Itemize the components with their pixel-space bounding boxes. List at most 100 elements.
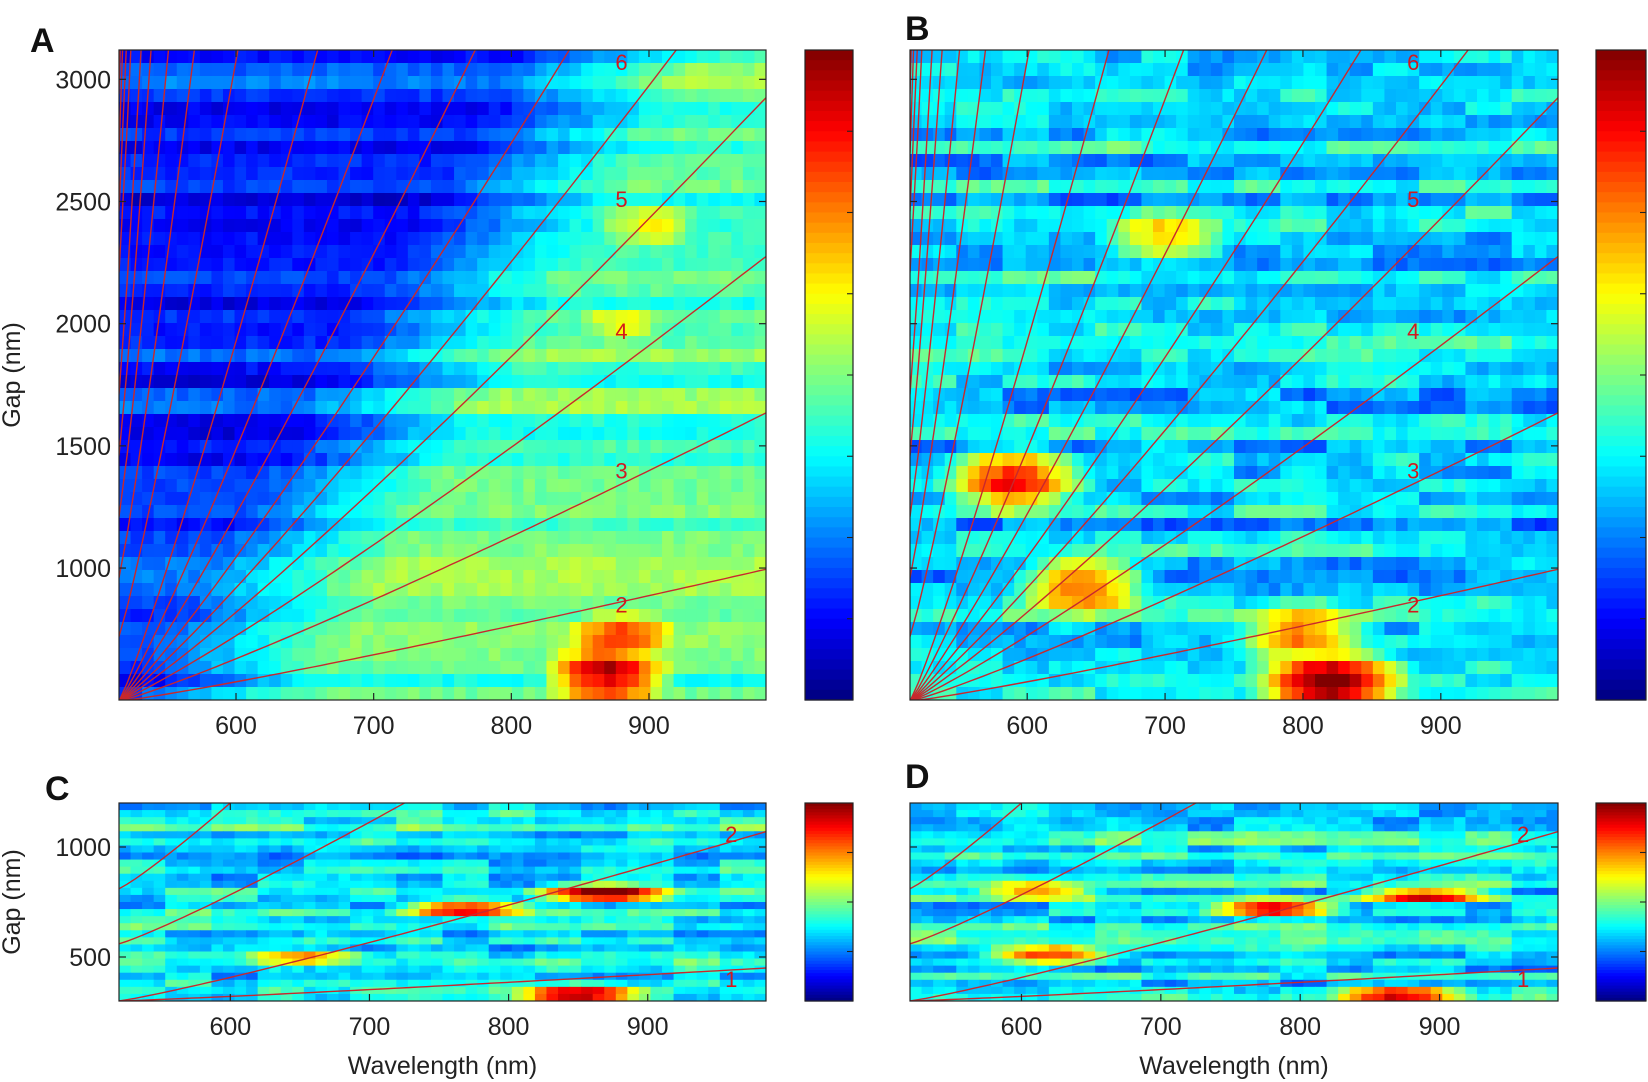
colorbar-segment [805,923,853,928]
colorbar-segment [1596,932,1646,937]
colorbar-segment [1596,466,1646,478]
colorbar-segment [1596,846,1646,850]
colorbar-segment [805,334,853,346]
colorbar-segment [1596,507,1646,518]
colorbar-segment [1596,963,1646,968]
colorbar-segment [805,976,853,980]
mode-label: 5 [615,187,627,212]
mode-label: 1 [1517,967,1529,992]
x-tick-label: 800 [1282,712,1324,740]
colorbar-segment [805,827,853,832]
colorbar-segment [1596,843,1646,847]
mode-label: 3 [615,458,627,483]
colorbar-segment [1596,908,1646,912]
colorbar-segment [1596,679,1646,691]
colorbar-segment [805,639,853,650]
colorbar-segment [805,344,853,356]
colorbar-segment [805,852,853,857]
colorbar-segment [805,263,853,275]
colorbar-segment [1596,639,1646,650]
mode-curve [910,803,1023,890]
colorbar-segment [1596,905,1646,909]
colorbar-segment [805,578,853,589]
colorbar-segment [1596,649,1646,660]
colorbar-segment [805,951,853,956]
colorbar-segment [805,855,853,860]
colorbar-segment [1596,182,1646,193]
colorbar-segment [805,895,853,900]
y-tick-label: 1500 [55,433,111,461]
colorbar-segment [805,486,853,498]
colorbar-segment [805,945,853,949]
colorbar-segment [1596,415,1646,427]
colorbar-segment [805,948,853,953]
y-axis-label: Gap (nm) [0,322,26,428]
mode-curve [119,803,232,890]
colorbar-segment [805,567,853,579]
colorbar-segment [1596,861,1646,866]
colorbar-segment [805,689,853,701]
colorbar-segment [805,867,853,872]
colorbar-segment [805,963,853,968]
colorbar-segment [1596,90,1646,102]
colorbar-segment [805,846,853,850]
colorbar-segment [1596,948,1646,953]
mode-label: 6 [615,50,627,75]
mode-curves [119,803,766,1001]
colorbar-segment [1596,880,1646,885]
colorbar-segment [805,939,853,943]
mode-curve [119,50,571,700]
mode-curve [910,50,1110,700]
mode-curves [910,803,1558,1001]
colorbar-segment [1596,997,1646,1002]
mode-curve [910,967,1558,1001]
colorbar-segment [1596,991,1646,996]
colorbar-segment [805,171,853,183]
colorbar-segment [1596,818,1646,823]
colorbar-segment [1596,960,1646,965]
colorbar-segment [1596,858,1646,863]
colorbar-segment [1596,517,1646,528]
colorbar-segment [1596,874,1646,878]
colorbar-segment [1596,212,1646,224]
mode-curve [910,830,1558,1001]
colorbar-segment [1596,864,1646,869]
x-tick-label: 900 [628,712,670,740]
colorbar-segment [805,886,853,891]
colorbar-segment [1596,618,1646,630]
colorbar-segment [1596,375,1646,386]
colorbar-segment [805,405,853,417]
colorbar-segment [1596,815,1646,820]
colorbar-segment [1596,970,1646,974]
mode-curves [910,50,1558,700]
colorbar-segment [805,982,853,987]
mode-label: 1 [725,967,737,992]
colorbar-segment [1596,855,1646,860]
colorbar-segment [805,283,853,295]
panel-letter: C [45,770,70,808]
colorbar-segment [1596,202,1646,214]
colorbar-segment [805,858,853,863]
colorbar-segment [805,182,853,193]
colorbar-segment [1596,486,1646,498]
mode-curve [120,412,766,700]
mode-label: 2 [1517,822,1529,847]
colorbar-segment [805,507,853,518]
colorbar-segment [1596,892,1646,897]
colorbar-segment [805,806,853,810]
colorbar-segment [805,253,853,264]
mode-curve [119,967,766,1001]
colorbar-segment [805,818,853,823]
mode-curve [119,97,766,700]
colorbar-segment [1596,920,1646,925]
mode-curve [120,255,766,700]
colorbar [804,802,854,1002]
colorbar-segment [1596,926,1646,931]
colorbar-segment [1596,886,1646,891]
colorbar-segment [1596,895,1646,900]
colorbar-segment [805,70,853,82]
colorbar-segment [805,874,853,878]
colorbar-segment [805,395,853,407]
x-tick-label: 600 [1001,1013,1043,1041]
colorbar-segment [805,212,853,224]
